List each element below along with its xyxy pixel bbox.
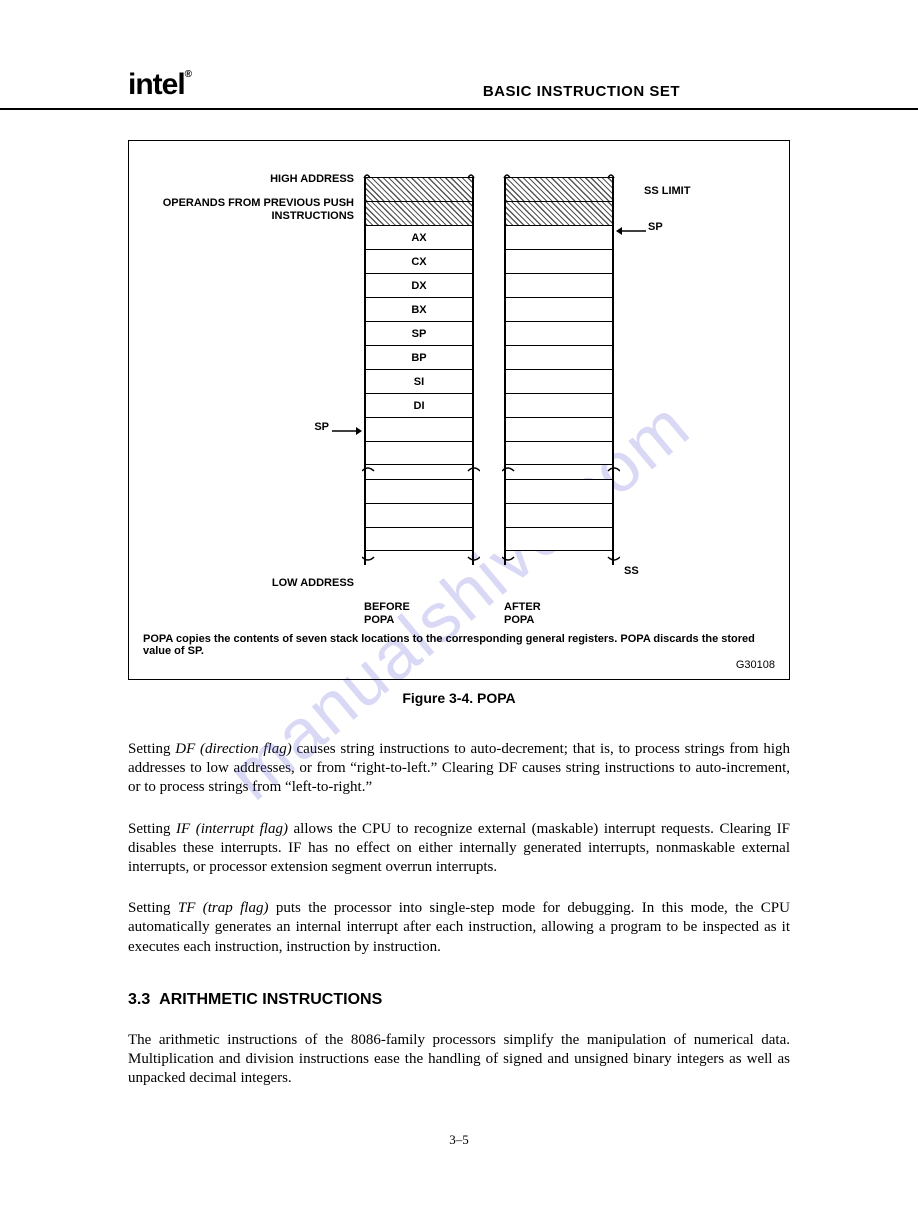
reg-cell: AX [366,225,472,249]
blank-cell [506,479,612,503]
content-area: HIGH ADDRESS OPERANDS FROM PREVIOUS PUSH… [0,140,918,1148]
blank-cell [506,527,612,551]
section-body: The arithmetic instructions of the 8086-… [128,1031,790,1089]
blank-cell [366,417,472,441]
reg-cell: BP [366,345,472,369]
tick [500,169,618,183]
blank-cell [366,527,472,551]
popa-diagram: HIGH ADDRESS OPERANDS FROM PREVIOUS PUSH… [154,169,764,619]
figure-footer-note: POPA copies the contents of seven stack … [143,633,775,657]
blank-cell [506,249,612,273]
caption-before: BEFORE POPA [364,601,474,626]
label-high-address: HIGH ADDRESS [154,173,354,186]
reg-cell: DX [366,273,472,297]
blank-cell [366,479,472,503]
reg-cell: SP [366,321,472,345]
stack-gap [366,551,472,565]
arrow-sp-after [616,227,646,228]
stack-gap [506,551,612,565]
page-header: intel® BASIC INSTRUCTION SET [0,70,918,110]
section-title: ARITHMETIC INSTRUCTIONS [159,991,382,1008]
label-low-address: LOW ADDRESS [154,577,354,590]
figure-caption: Figure 3-4. POPA [128,690,790,706]
section-heading: 3.3 ARITHMETIC INSTRUCTIONS [128,991,790,1009]
paragraph-if: Setting IF (interrupt flag) allows the C… [128,820,790,878]
blank-cell [366,503,472,527]
blank-cell [506,225,612,249]
reg-cell: CX [366,249,472,273]
label-sp-after: SP [648,221,663,234]
page-number: 3–5 [128,1132,790,1148]
figure-id: G30108 [143,659,775,671]
logo: intel® [128,70,191,100]
blank-cell [506,345,612,369]
stack-before: AX CX DX BX SP BP SI DI [364,177,474,565]
stack-after [504,177,614,565]
label-ss: SS [624,565,639,578]
hatched-cell [506,201,612,225]
stack-gap [366,465,472,479]
reg-cell: SI [366,369,472,393]
section-number: 3.3 [128,991,150,1008]
reg-cell: DI [366,393,472,417]
blank-cell [506,441,612,465]
caption-after: AFTER POPA [504,601,614,626]
blank-cell [506,273,612,297]
tick [360,169,478,183]
logo-reg: ® [185,69,191,80]
logo-text: intel [128,68,185,101]
blank-cell [506,321,612,345]
paragraph-tf: Setting TF (trap flag) puts the processo… [128,899,790,957]
blank-cell [506,369,612,393]
label-sp-before: SP [154,421,329,434]
chapter-title: BASIC INSTRUCTION SET [483,83,680,100]
blank-cell [506,417,612,441]
reg-cell: BX [366,297,472,321]
figure-box: HIGH ADDRESS OPERANDS FROM PREVIOUS PUSH… [128,140,790,680]
arrow-sp-before [332,427,362,428]
paragraph-df: Setting DF (direction flag) causes strin… [128,740,790,798]
label-ss-limit: SS LIMIT [644,185,690,198]
blank-cell [506,393,612,417]
hatched-cell [366,201,472,225]
blank-cell [506,297,612,321]
stack-gap [506,465,612,479]
blank-cell [366,441,472,465]
page: manualshive.com intel® BASIC INSTRUCTION… [0,0,918,1208]
blank-cell [506,503,612,527]
label-operands-from: OPERANDS FROM PREVIOUS PUSH INSTRUCTIONS [154,197,354,222]
